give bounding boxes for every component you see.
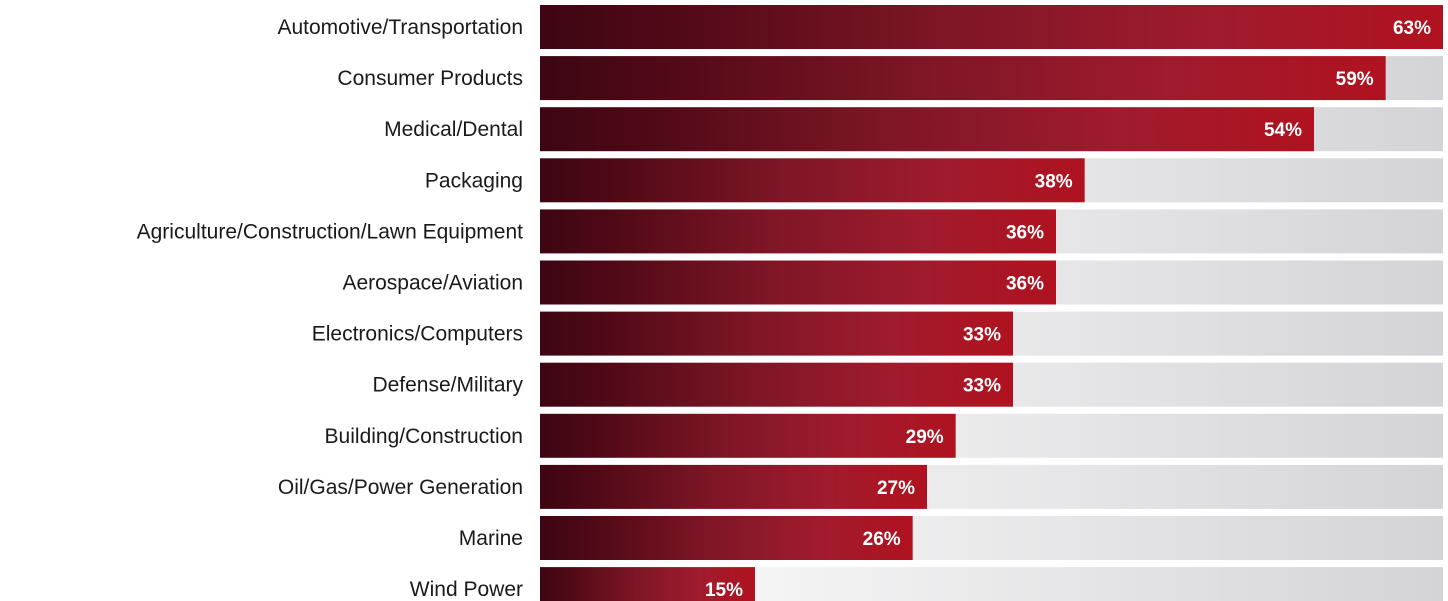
value-label: 26% xyxy=(863,529,901,550)
bar-1 xyxy=(540,56,1386,101)
bar-0 xyxy=(540,5,1443,49)
value-label: 59% xyxy=(1336,69,1374,90)
bar-4 xyxy=(540,209,1056,254)
category-label: Oil/Gas/Power Generation xyxy=(278,476,523,499)
category-label: Aerospace/Aviation xyxy=(342,272,523,295)
bar-8 xyxy=(540,413,956,458)
category-label: Wind Power xyxy=(410,578,523,601)
value-label: 33% xyxy=(963,376,1001,397)
category-label: Marine xyxy=(459,527,523,550)
value-label: 27% xyxy=(877,478,915,499)
value-label: 63% xyxy=(1393,18,1431,39)
bar-2 xyxy=(540,107,1314,152)
category-label: Electronics/Computers xyxy=(312,323,523,346)
category-label: Agriculture/Construction/Lawn Equipment xyxy=(137,220,524,243)
value-label: 33% xyxy=(963,325,1001,346)
bar-9 xyxy=(540,464,927,509)
bar-3 xyxy=(540,158,1085,203)
value-label: 38% xyxy=(1035,171,1073,192)
value-label: 54% xyxy=(1264,120,1302,141)
value-label: 29% xyxy=(906,427,944,448)
value-label: 15% xyxy=(705,580,743,601)
category-label: Defense/Military xyxy=(372,374,523,397)
bar-5 xyxy=(540,260,1056,305)
value-label: 36% xyxy=(1006,222,1044,243)
bar-10 xyxy=(540,516,913,560)
bar-7 xyxy=(540,362,1013,407)
category-label: Medical/Dental xyxy=(384,118,523,141)
category-label: Building/Construction xyxy=(325,425,523,448)
bar-11 xyxy=(540,567,755,601)
category-label: Consumer Products xyxy=(337,67,523,90)
category-label: Automotive/Transportation xyxy=(277,16,523,39)
category-label: Packaging xyxy=(425,169,523,192)
bar-6 xyxy=(540,311,1013,356)
value-label: 36% xyxy=(1006,274,1044,295)
chart-rows: Automotive/Transportation 63% Consumer Pro… xyxy=(137,5,1443,601)
